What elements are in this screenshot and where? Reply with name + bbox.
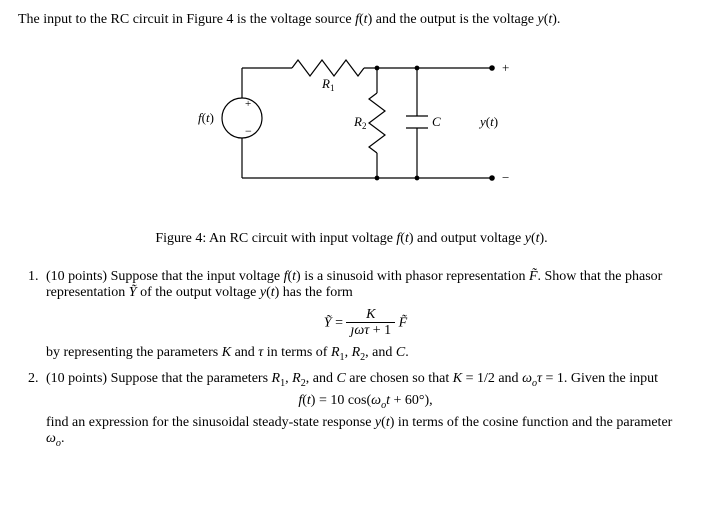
label-c: C xyxy=(432,114,441,129)
label-f: f(t) xyxy=(198,110,214,125)
label-out-plus: + xyxy=(502,60,509,75)
label-src-minus: − xyxy=(245,124,252,138)
q1-equation: Ỹ = K ȷωτ + 1 F̃ xyxy=(46,307,685,339)
q1-body: (10 points) Suppose that the input volta… xyxy=(46,269,685,361)
intro-text: The input to the RC circuit in Figure 4 … xyxy=(18,12,685,28)
label-y: y(t) xyxy=(478,114,498,129)
question-1: 1. (10 points) Suppose that the input vo… xyxy=(28,269,685,361)
q2-points: (10 points) xyxy=(46,371,107,386)
q1-points: (10 points) xyxy=(46,269,107,284)
label-r2: R2 xyxy=(353,114,366,131)
q2-text: Suppose that the parameters R1, R2, and … xyxy=(111,371,658,386)
intro-span: The input to the RC circuit in Figure 4 … xyxy=(18,12,560,27)
q1-number: 1. xyxy=(28,269,46,361)
label-r1: R1 xyxy=(321,76,334,93)
figure-caption: Figure 4: An RC circuit with input volta… xyxy=(18,231,685,247)
q1-text: Suppose that the input voltage f(t) is a… xyxy=(46,269,662,300)
circuit-svg: f(t) + − R1 R2 C + − y(t) xyxy=(162,38,542,208)
q1-eq-num: K xyxy=(366,307,375,322)
q1-tail: by representing the parameters K and τ i… xyxy=(46,345,685,361)
figure-4: f(t) + − R1 R2 C + − y(t) xyxy=(18,38,685,213)
q2-number: 2. xyxy=(28,371,46,447)
question-2: 2. (10 points) Suppose that the paramete… xyxy=(28,371,685,447)
q2-tail: find an expression for the sinusoidal st… xyxy=(46,415,685,447)
label-src-plus: + xyxy=(245,98,251,110)
q2-equation: f(t) = 10 cos(ωot + 60°), xyxy=(46,393,685,409)
label-out-minus: − xyxy=(502,170,509,185)
q2-body: (10 points) Suppose that the parameters … xyxy=(46,371,685,447)
